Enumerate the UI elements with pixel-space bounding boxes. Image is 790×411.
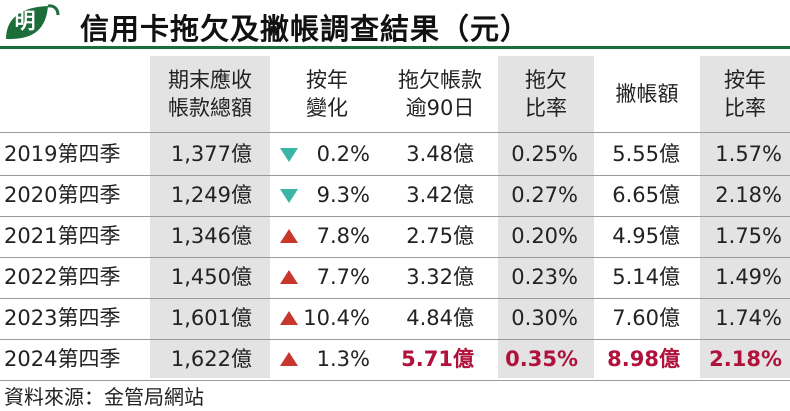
down-triangle-icon	[280, 148, 298, 162]
change-cell: 9.3%	[316, 183, 370, 207]
period-cell: 2020第四季	[4, 183, 121, 207]
receivables-cell: 1,601億	[170, 306, 252, 330]
row-divider	[0, 257, 790, 258]
overdue-cell: 2.75億	[406, 224, 474, 248]
table-row: 2023第四季 1,601億 10.4% 4.84億 0.30% 7.60億 1.74%	[0, 298, 790, 339]
writeoff-cell: 6.65億	[612, 183, 680, 207]
change-cell: 1.3%	[316, 347, 370, 371]
overdue-ratio-cell: 0.23%	[511, 265, 578, 289]
logo-char: 明	[14, 8, 36, 33]
overdue-ratio-cell: 0.35%	[505, 347, 578, 371]
ming-pao-logo-icon	[6, 4, 60, 40]
table-row: 2022第四季 1,450億 7.7% 3.32億 0.23% 5.14億 1.49%	[0, 257, 790, 298]
writeoff-cell: 8.98億	[607, 347, 680, 371]
overdue-cell: 3.32億	[406, 265, 474, 289]
writeoff-ratio-cell: 1.75%	[715, 224, 782, 248]
table-row: 2020第四季 1,249億 9.3% 3.42億 0.27% 6.65億 2.18%	[0, 175, 790, 216]
source-note: 資料來源：金管局網站	[4, 385, 204, 409]
receivables-cell: 1,249億	[170, 183, 252, 207]
up-triangle-icon	[280, 270, 298, 284]
receivables-cell: 1,622億	[170, 347, 252, 371]
row-divider	[0, 380, 790, 381]
change-cell: 0.2%	[316, 142, 370, 166]
receivables-cell: 1,346億	[170, 224, 252, 248]
table-row: 2019第四季 1,377億 0.2% 3.48億 0.25% 5.55億 1.57%	[0, 134, 790, 175]
up-triangle-icon	[280, 311, 298, 325]
receivables-cell: 1,450億	[170, 265, 252, 289]
overdue-ratio-cell: 0.20%	[511, 224, 578, 248]
overdue-ratio-cell: 0.27%	[511, 183, 578, 207]
row-divider	[0, 298, 790, 299]
change-cell: 7.7%	[316, 265, 370, 289]
header-writeoff-yoy: 按年 比率	[724, 68, 766, 120]
row-divider	[0, 132, 790, 133]
writeoff-cell: 4.95億	[612, 224, 680, 248]
overdue-cell: 3.48億	[406, 142, 474, 166]
row-divider	[0, 175, 790, 176]
row-divider	[0, 339, 790, 340]
header-writeoff: 撇帳額	[615, 82, 679, 106]
writeoff-ratio-cell: 2.18%	[715, 183, 782, 207]
down-triangle-icon	[280, 189, 298, 203]
shade-column-receivables	[150, 56, 270, 378]
table-header: 期末應收 帳款總額 按年 變化 拖欠帳款 逾90日 拖欠 比率 撇帳額 按年 比率	[0, 56, 790, 132]
period-cell: 2021第四季	[4, 224, 121, 248]
header-overdue: 拖欠帳款 逾90日	[398, 68, 482, 120]
title-bar: 明 信用卡拖欠及撇帳調查結果（元）	[0, 0, 790, 52]
writeoff-ratio-cell: 1.74%	[715, 306, 782, 330]
change-cell: 7.8%	[316, 224, 370, 248]
change-cell: 10.4%	[303, 306, 370, 330]
header-overdue-ratio: 拖欠 比率	[525, 68, 567, 120]
writeoff-cell: 7.60億	[612, 306, 680, 330]
shade-column-overdue-ratio	[498, 56, 594, 378]
writeoff-cell: 5.55億	[612, 142, 680, 166]
period-cell: 2023第四季	[4, 306, 121, 330]
period-cell: 2024第四季	[4, 347, 121, 371]
table-row: 2021第四季 1,346億 7.8% 2.75億 0.20% 4.95億 1.75%	[0, 216, 790, 257]
writeoff-ratio-cell: 1.57%	[715, 142, 782, 166]
title-divider	[0, 46, 790, 49]
writeoff-ratio-cell: 2.18%	[709, 347, 782, 371]
up-triangle-icon	[280, 352, 298, 366]
shade-column-writeoff-yoy	[700, 56, 790, 378]
header-receivables: 期末應收 帳款總額	[168, 68, 252, 120]
overdue-ratio-cell: 0.25%	[511, 142, 578, 166]
row-divider	[0, 216, 790, 217]
overdue-cell: 3.42億	[406, 183, 474, 207]
overdue-ratio-cell: 0.30%	[511, 306, 578, 330]
table-row: 2024第四季 1,622億 1.3% 5.71億 0.35% 8.98億 2.18%	[0, 339, 790, 380]
period-cell: 2022第四季	[4, 265, 121, 289]
overdue-cell: 5.71億	[401, 347, 474, 371]
up-triangle-icon	[280, 229, 298, 243]
header-yoy-change: 按年 變化	[306, 68, 348, 120]
period-cell: 2019第四季	[4, 142, 121, 166]
receivables-cell: 1,377億	[170, 142, 252, 166]
overdue-cell: 4.84億	[406, 306, 474, 330]
writeoff-ratio-cell: 1.49%	[715, 265, 782, 289]
writeoff-cell: 5.14億	[612, 265, 680, 289]
page-title: 信用卡拖欠及撇帳調查結果（元）	[80, 12, 531, 46]
